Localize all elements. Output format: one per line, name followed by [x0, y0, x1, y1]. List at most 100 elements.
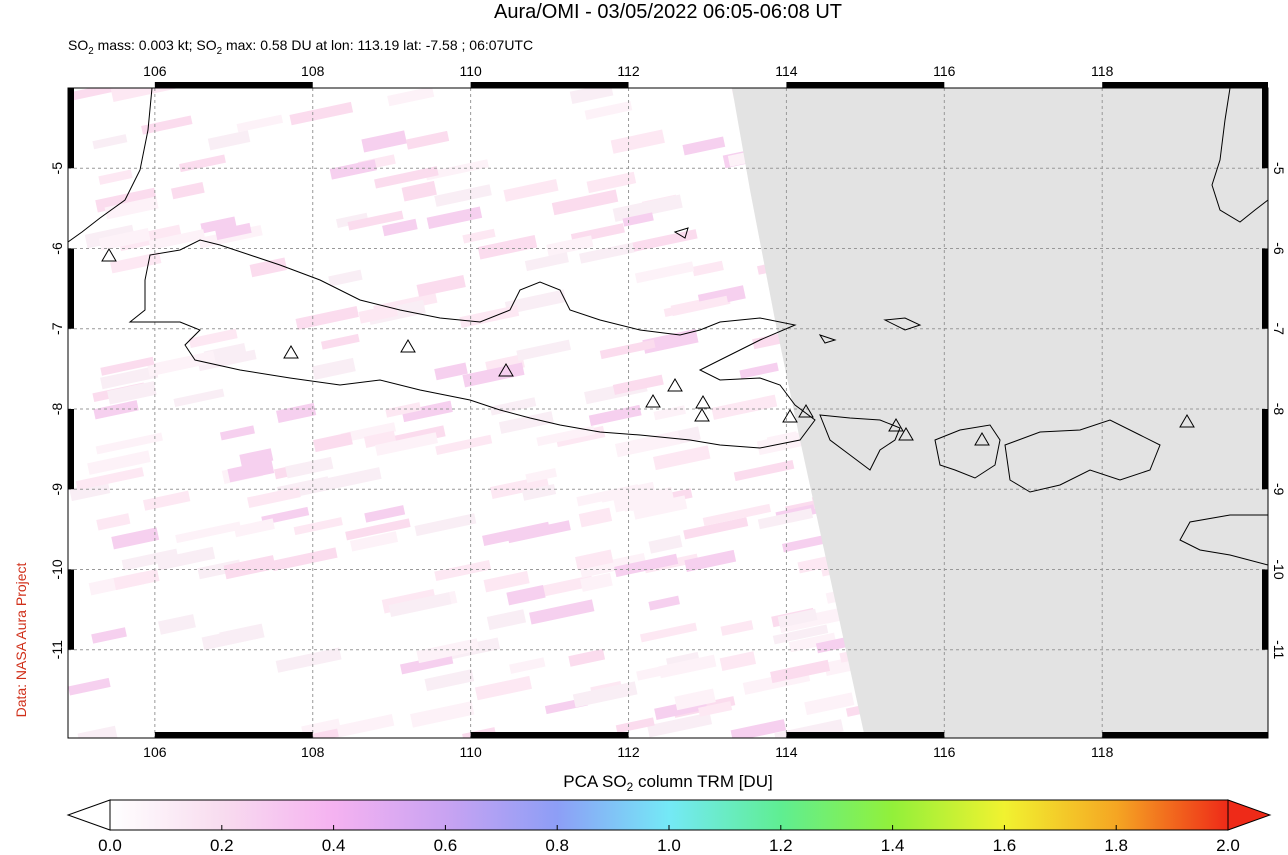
so2-pixel: [323, 714, 395, 738]
so2-pixel: [295, 306, 359, 330]
so2-pixel: [622, 490, 661, 512]
so2-pixel: [275, 647, 342, 673]
so2-pixel: [92, 134, 128, 150]
so2-pixel: [98, 169, 133, 185]
so2-pixel: [702, 503, 772, 527]
text-part: max: 0.58 DU at lon: 113.19 lat: -7.58 ;…: [222, 37, 533, 53]
coast-java: [128, 239, 816, 449]
so2-pixel: [674, 688, 716, 711]
so2-pixel: [683, 517, 749, 540]
y-tick-label: -10: [49, 559, 65, 579]
y-tick-label: -6: [49, 242, 65, 255]
so2-pixel: [568, 648, 606, 667]
so2-pixel: [219, 623, 265, 647]
so2-pixel: [584, 101, 633, 120]
so2-pixel: [110, 88, 176, 102]
so2-pixel: [358, 304, 399, 324]
subscript: 2: [627, 780, 634, 794]
x-tick-label: 106: [143, 744, 167, 760]
so2-pixel: [579, 552, 647, 578]
so2-pixel: [77, 725, 118, 738]
y-tick-label: -8: [1271, 403, 1287, 416]
x-tick-label: 118: [1091, 63, 1114, 79]
so2-pixel: [588, 404, 642, 426]
x-tick-label: 116: [933, 744, 956, 760]
so2-pixel: [95, 432, 163, 455]
so2-pixel: [575, 549, 614, 571]
y-tick-label: -8: [49, 403, 65, 416]
y-tick-label: -5: [49, 162, 65, 175]
so2-pixel: [107, 381, 157, 405]
so2-pixel: [313, 432, 353, 453]
colorbar-tick-label: 1.4: [881, 836, 905, 855]
so2-pixel: [435, 434, 493, 455]
so2-pixel: [374, 166, 439, 189]
so2-pixel: [382, 218, 418, 237]
text-part: column TRM [DU]: [633, 772, 773, 791]
so2-pixel: [327, 467, 382, 490]
so2-pixel: [757, 508, 814, 530]
so2-pixel: [509, 657, 546, 674]
so2-pixel: [504, 289, 567, 315]
so2-pixel: [405, 130, 450, 150]
x-tick-label: 116: [933, 63, 956, 79]
frame-band: [1262, 569, 1268, 650]
frame-band: [470, 732, 629, 738]
so2-pixel: [612, 374, 664, 395]
text-part: mass: 0.003 kt; SO: [94, 37, 217, 53]
so2-pixel: [69, 480, 111, 502]
coastlines: [68, 88, 1268, 566]
so2-pixel: [142, 490, 191, 511]
so2-pixel: [141, 115, 193, 135]
so2-pixel: [631, 229, 698, 252]
y-tick-label: -6: [1271, 242, 1287, 255]
so2-pixel: [293, 517, 343, 536]
so2-pixel: [503, 179, 559, 202]
volcanoes: [101, 248, 1195, 446]
so2-pixel: [118, 224, 182, 252]
subtitle: SO2 mass: 0.003 kt; SO2 max: 0.58 DU at …: [68, 37, 533, 57]
y-tick-label: -11: [49, 640, 65, 659]
so2-pixel: [68, 677, 111, 696]
map: [68, 88, 1268, 738]
so2-pixel: [173, 388, 225, 407]
so2-pixel: [639, 622, 698, 643]
so2-pixel: [175, 521, 242, 544]
so2-pixel: [474, 675, 532, 701]
so2-pixel: [572, 681, 638, 708]
coast-sumbawa: [1004, 419, 1161, 493]
so2-pixel: [529, 599, 595, 625]
so2-pixel: [586, 171, 637, 194]
frame-band: [68, 248, 74, 329]
frame-band: [786, 82, 945, 88]
so2-pixel: [301, 718, 341, 736]
so2-pixel: [100, 356, 155, 376]
so2-pixel: [525, 467, 557, 483]
so2-pixel: [197, 349, 257, 372]
so2-pixel: [75, 467, 145, 491]
subscript: 2: [88, 46, 93, 57]
colorbar-extend-low: [66, 799, 111, 831]
x-tick-label: 106: [143, 63, 167, 79]
so2-pixel: [615, 717, 655, 734]
x-tick-label: 118: [1091, 744, 1114, 760]
frame-band: [1262, 88, 1268, 169]
x-tick-label: 112: [617, 744, 640, 760]
colorbar-tick-label: 0.8: [545, 836, 569, 855]
x-tick-label: 114: [775, 63, 798, 79]
colorbar-tick-label: 0.2: [210, 836, 234, 855]
map-frame: [67, 82, 1269, 739]
so2-pixel: [692, 260, 724, 277]
grid: [68, 88, 1268, 738]
so2-pixel: [410, 701, 475, 728]
frame-band: [68, 569, 74, 650]
so2-pixel: [658, 654, 717, 679]
colorbar-tick-label: 0.0: [98, 836, 122, 855]
so2-pixel: [385, 402, 422, 418]
so2-pixel: [720, 620, 754, 636]
so2-pixel: [634, 261, 695, 284]
so2-pixel: [507, 520, 571, 544]
so2-pixel: [347, 210, 404, 231]
so2-pixel: [93, 400, 139, 420]
frame-band: [1262, 248, 1268, 329]
